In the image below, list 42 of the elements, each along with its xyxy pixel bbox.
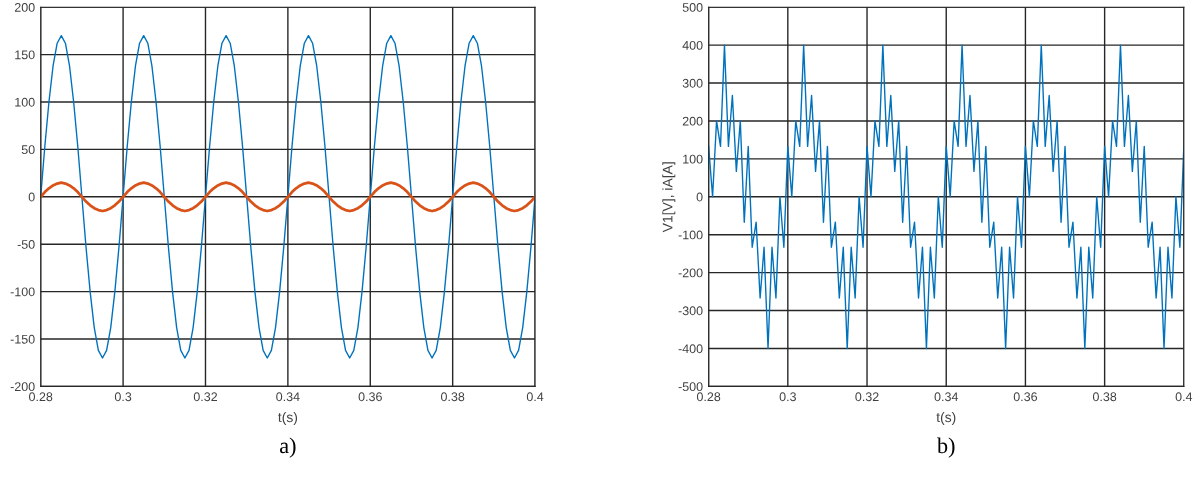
y-tick-label: 100 [683, 154, 703, 164]
x-axis-title: t(s) [936, 411, 956, 425]
y-tick-label: 50 [21, 145, 35, 155]
y-tick-label: -500 [678, 382, 703, 392]
y-axis-title: V1[V], iA[A] [662, 162, 676, 233]
y-tick-label: 200 [682, 116, 703, 126]
y-tick-label: 0 [696, 192, 703, 202]
y-tick-label: -300 [678, 306, 703, 316]
y-tick-label: -400 [678, 344, 703, 354]
x-axis-title: t(s) [278, 411, 298, 425]
y-tick-label: 150 [15, 50, 35, 60]
y-tick-label: 400 [682, 40, 703, 50]
y-tick-label: 100 [15, 97, 35, 107]
x-tick-label: 0.28 [29, 392, 53, 402]
x-tick-label: 0.32 [855, 392, 879, 402]
x-tick-label: 0.4 [1175, 392, 1193, 402]
y-tick-label: -200 [10, 382, 35, 392]
x-tick-label: 0.32 [193, 392, 218, 402]
x-tick-label: 0.34 [934, 392, 959, 402]
y-tick-label: -100 [678, 230, 703, 240]
y-tick-label: 300 [682, 78, 703, 88]
y-tick-label: -200 [678, 268, 703, 278]
x-tick-label: 0.3 [114, 392, 132, 402]
line-series [40, 181, 536, 213]
text: b) [936, 437, 955, 458]
x-tick-label: 0.4 [526, 392, 544, 402]
y-tick-label: 0 [28, 192, 35, 202]
x-tick-label: 0.38 [1092, 392, 1117, 402]
x-tick-label: 0.34 [276, 392, 300, 402]
text: a) [280, 437, 296, 458]
y-tick-label: -50 [17, 240, 35, 249]
y-tick-label: -150 [10, 334, 35, 344]
x-tick-label: 0.3 [779, 392, 796, 402]
x-tick-label: 0.28 [696, 392, 721, 402]
y-tick-label: -100 [10, 287, 35, 297]
y-tick-label: 500 [682, 3, 703, 12]
x-tick-label: 0.36 [1013, 392, 1038, 402]
y-tick-label: 200 [14, 3, 35, 12]
line-series [40, 34, 536, 359]
line-series [708, 44, 1184, 350]
x-tick-label: 0.36 [358, 392, 382, 402]
x-tick-label: 0.38 [440, 392, 465, 402]
